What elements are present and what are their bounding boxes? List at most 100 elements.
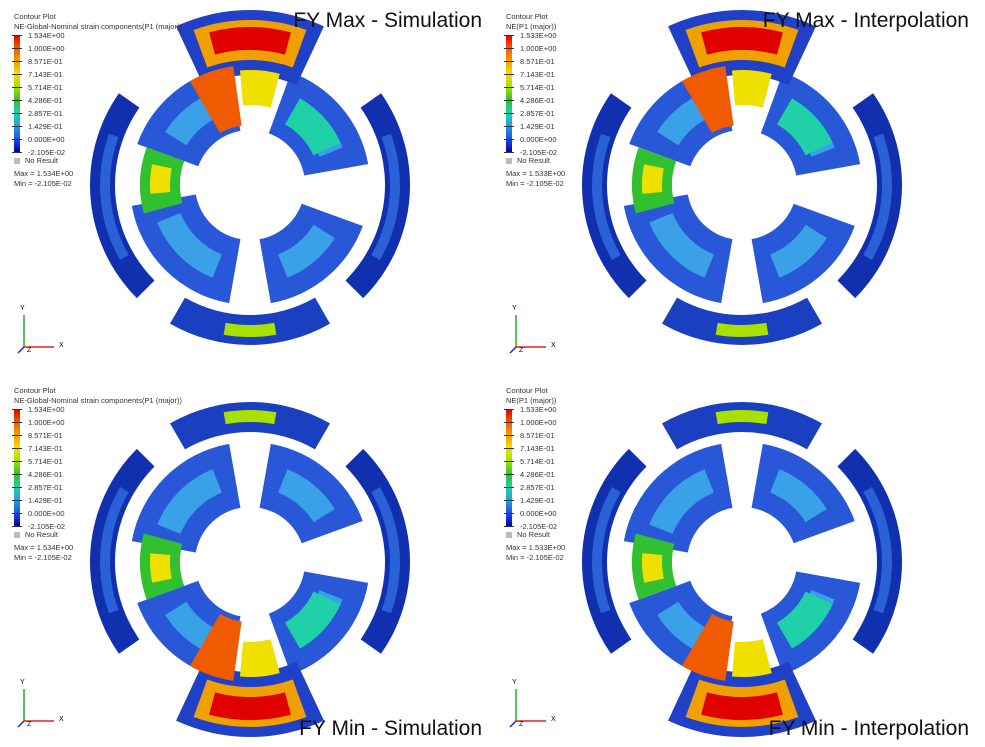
hot-zone-yellow [731,639,772,677]
inner-segment-zone [278,224,335,278]
legend-result-type: NE-Global-Nominal strain components(P1 (… [14,396,182,405]
color-band [14,422,20,435]
scale-tick [12,61,22,62]
scale-tick [504,48,514,49]
inner-segment-zone [278,469,335,523]
scale-label: 1.000E+00 [520,418,557,427]
inner-segment-zone [157,213,222,278]
scale-tick [504,35,514,36]
scale-label: 8.571E-01 [520,431,555,440]
axis-triad-icon [17,315,54,354]
axis-triad-icon [509,315,546,354]
color-band [506,422,512,435]
hot-zone-inner [682,613,734,681]
color-band [506,48,512,61]
outer-shell-right-band [863,487,892,614]
color-band [14,87,20,100]
color-band [14,139,20,152]
scale-label: 7.143E-01 [28,70,63,79]
y-axis-label: Y [512,305,517,312]
scale-label: 4.286E-01 [28,96,63,105]
hot-zone-inner [190,66,242,134]
scale-tick [12,35,22,36]
outer-shell-right-band [371,487,400,614]
inner-segment-zone [770,224,827,278]
scale-tick [504,126,514,127]
scale-label: 0.000E+00 [520,135,557,144]
inner-segment-strain-yellow [149,164,172,194]
axis-triad: Y X Z [14,679,74,729]
color-scale: 1.533E+00 1.000E+00 8.571E-01 7.143E-01 5.71… [504,405,565,531]
color-band [506,409,512,422]
max-value: Max = 1.533E+00 [506,543,566,552]
scale-label: -2.105E-02 [520,522,558,531]
scale-tick [504,74,514,75]
scale-label: 8.571E-01 [28,431,63,440]
scale-label: -2.105E-02 [28,522,66,531]
scale-tick [504,474,514,475]
no-result-swatch [506,158,512,164]
color-band [14,474,20,487]
inner-segment-zone [649,213,714,278]
y-axis-label: Y [512,679,517,686]
outer-shell-bottom [662,297,822,346]
x-axis-label: X [59,342,64,349]
scale-label: 1.429E-01 [28,122,63,131]
z-axis-label: Z [519,721,524,728]
color-band [506,474,512,487]
inner-segment-strain-yellow [149,553,172,583]
legend-heading: Contour Plot [14,386,56,395]
contour-panel: FY Max - Simulation Contour Plot NE-Globa… [0,0,492,373]
scale-tick [504,139,514,140]
no-result-swatch [14,158,20,164]
scale-tick [504,409,514,410]
outer-shell-bottom-band [715,322,769,337]
scale-tick [504,526,514,527]
scale-tick [504,87,514,88]
scale-tick [12,139,22,140]
scale-label: 1.534E+00 [28,405,65,414]
fe-model-contour [582,401,902,737]
scale-tick [504,461,514,462]
contour-legend: Contour Plot NE-Global-Nominal strain co… [12,386,182,563]
no-result-label: No Result [517,156,550,165]
no-result-entry: No Result [506,156,565,166]
outer-shell-left-band [99,487,129,614]
scale-tick [12,113,22,114]
inner-segment-strain-cyan [285,98,341,156]
scale-label: 1.000E+00 [520,44,557,53]
color-band [506,100,512,113]
hot-zone-yellow [731,70,772,108]
axis-triad: Y X Z [506,679,566,729]
scale-tick [12,100,22,101]
scale-tick [12,500,22,501]
no-result-label: No Result [25,530,58,539]
outer-shell-bottom [170,401,330,450]
scale-tick [12,48,22,49]
scale-label: 7.143E-01 [520,70,555,79]
min-value: Min = -2.105E-02 [506,179,564,188]
scale-tick [504,61,514,62]
max-value: Max = 1.534E+00 [14,169,74,178]
scale-tick [12,74,22,75]
axis-triad: Y X Z [506,305,566,355]
legend-heading: Contour Plot [506,386,548,395]
axis-triad-icon [17,689,54,728]
hot-zone-red [209,27,291,55]
outer-shell-right [837,448,902,654]
inner-segment-strain-yellow [642,164,664,194]
color-band [14,500,20,513]
contour-legend: Contour Plot NE(P1 (major)) 1.533E+00 1.00… [504,386,566,563]
color-band [14,126,20,139]
color-band [14,48,20,61]
hot-zone-red [701,27,783,55]
color-band [506,61,512,74]
scale-label: 1.429E-01 [28,496,63,505]
axis-triad: Y X Z [14,305,74,355]
min-value: Min = -2.105E-02 [14,179,72,188]
hot-zone-yellow [239,70,280,108]
outer-shell-right [837,93,902,299]
color-band [506,74,512,87]
legend-result-type: NE-Global-Nominal strain components(P1 (… [14,22,182,31]
